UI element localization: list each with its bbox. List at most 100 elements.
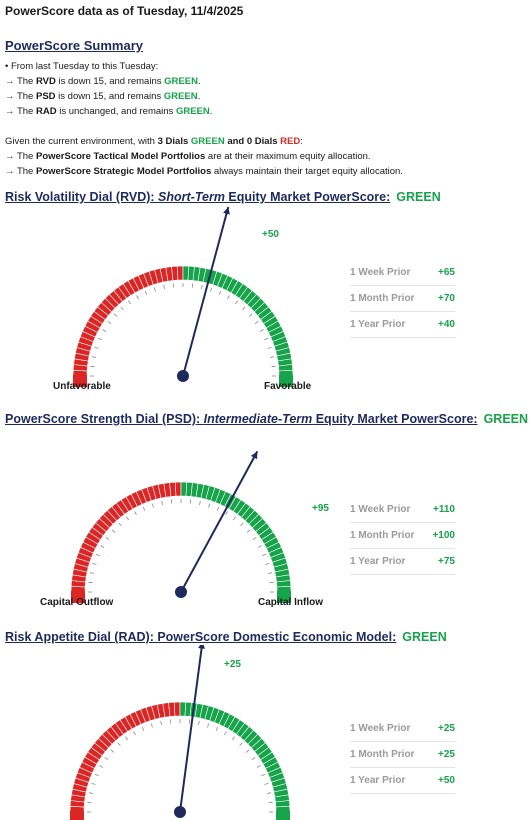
change-post: .: [197, 91, 201, 102]
prior-label: 1 Month Prior: [350, 530, 415, 541]
dial-tick: [151, 503, 154, 508]
prior-value: +50: [438, 775, 455, 786]
psd-gauge: [70, 450, 292, 603]
prior-value: +75: [438, 556, 455, 567]
portfolio-name: PowerScore Tactical Model Portfolios: [35, 151, 206, 162]
dial-tick: [259, 329, 264, 332]
psd-right-label: Capital Inflow: [258, 597, 323, 608]
dial-tick: [118, 522, 122, 527]
dial-tick: [267, 792, 272, 794]
psd-needle-value: +95: [312, 503, 329, 514]
dial-tick: [267, 346, 272, 349]
dial-tick: [142, 506, 146, 511]
env-post: :: [300, 136, 303, 147]
dial-tick: [232, 516, 237, 521]
environment-line: Given the current environment, with 3 Di…: [5, 134, 303, 149]
rad-gauge: [69, 645, 291, 820]
dial-hub: [175, 586, 187, 598]
dial-tick: [216, 506, 220, 511]
dial-tick: [270, 356, 275, 358]
rvd-prior-table: 1 Week Prior +65 1 Month Prior +70 1 Year …: [350, 260, 455, 338]
prior-row: 1 Year Prior +40: [350, 312, 455, 338]
dial-needle: [179, 645, 204, 813]
change-mid: is unchanged, and remains: [56, 106, 176, 117]
portfolio-line-strategic: → The PowerScore Strategic Model Portfol…: [5, 164, 403, 179]
dial-tick: [127, 300, 132, 305]
dial-tick: [248, 313, 253, 317]
psd-prior-table: 1 Week Prior +110 1 Month Prior +100 1 Yea…: [350, 497, 455, 575]
dial-tick: [133, 731, 136, 736]
dial-base: [73, 375, 87, 387]
dial-tick: [144, 290, 148, 295]
prior-label: 1 Week Prior: [350, 723, 411, 734]
dial-tick: [104, 756, 109, 761]
env-and: and: [224, 136, 247, 147]
rad-heading: Risk Appetite Dial (RAD): PowerScore Dom…: [5, 630, 447, 644]
dial-tick: [150, 723, 153, 728]
dial-base: [70, 811, 84, 820]
summary-title: PowerScore Summary: [5, 38, 144, 53]
dial-tick: [215, 726, 219, 731]
dial-tick: [227, 295, 230, 300]
change-pre: → The: [5, 76, 36, 87]
portfolio-pre: → The: [5, 151, 36, 162]
dial-tick: [161, 500, 163, 505]
prior-value: +70: [438, 293, 455, 304]
dial-tick: [256, 765, 261, 768]
change-line-psd: → The PSD is down 15, and remains GREEN.: [5, 89, 200, 104]
env-green-count: 3 Dials: [157, 136, 191, 147]
dial-needle-arrow: [223, 207, 230, 215]
dial-needle-arrow: [198, 645, 205, 649]
rad-needle-value: +25: [224, 659, 241, 670]
summary-bullet: • From last Tuesday to this Tuesday:: [5, 61, 159, 72]
dial-tick: [210, 287, 213, 292]
psd-status: GREEN: [483, 412, 529, 426]
dial-tick: [199, 500, 201, 505]
dial-tick: [153, 287, 156, 292]
dial-tick: [262, 553, 267, 557]
dial-needle-arrow: [250, 451, 258, 460]
env-pre: Given the current environment, with: [5, 136, 158, 147]
dial-base: [71, 591, 85, 603]
change-line-rvd: → The RVD is down 15, and remains GREEN.: [5, 74, 201, 89]
prior-value: +100: [432, 530, 455, 541]
prior-row: 1 Month Prior +70: [350, 286, 455, 312]
dial-tick: [246, 529, 251, 533]
dial-tick: [117, 742, 121, 747]
dial-tick: [225, 511, 228, 516]
dial-tick: [134, 511, 137, 516]
change-status: GREEN: [163, 91, 198, 102]
dial-tick: [261, 773, 266, 777]
env-red-count: 0 Dials: [246, 136, 281, 147]
dial-tick: [107, 320, 112, 325]
dial-tick: [88, 792, 93, 794]
dial-tick: [163, 284, 165, 289]
rvd-gauge: [72, 206, 294, 387]
rvd-status: GREEN: [396, 190, 441, 204]
prior-value: +40: [438, 319, 455, 330]
change-dial: RAD: [35, 106, 57, 117]
change-pre: → The: [5, 106, 36, 117]
dial-base: [277, 591, 291, 603]
dial-tick: [160, 720, 162, 725]
dial-tick: [240, 522, 244, 527]
change-status: GREEN: [164, 76, 198, 87]
heading-pre: PowerScore Strength Dial (PSD):: [5, 412, 204, 426]
dial-tick: [242, 306, 246, 311]
heading-pre: Risk Volatility Dial (RVD):: [5, 190, 159, 204]
dial-tick: [224, 731, 227, 736]
prior-row: 1 Month Prior +25: [350, 742, 455, 768]
dial-tick: [124, 736, 129, 741]
psd-heading: PowerScore Strength Dial (PSD): Intermed…: [5, 412, 528, 426]
dial-hub: [174, 806, 186, 818]
dial-tick: [141, 726, 145, 731]
dial-tick: [254, 320, 259, 325]
dial-tick: [102, 329, 107, 332]
dial-tick: [264, 782, 269, 785]
dial-tick: [201, 284, 203, 289]
dial-tick: [99, 765, 104, 768]
heading-italic: Intermediate-Term: [203, 412, 313, 426]
dial-tick: [265, 562, 270, 565]
dial-base: [276, 811, 290, 820]
dial-tick: [125, 516, 130, 521]
